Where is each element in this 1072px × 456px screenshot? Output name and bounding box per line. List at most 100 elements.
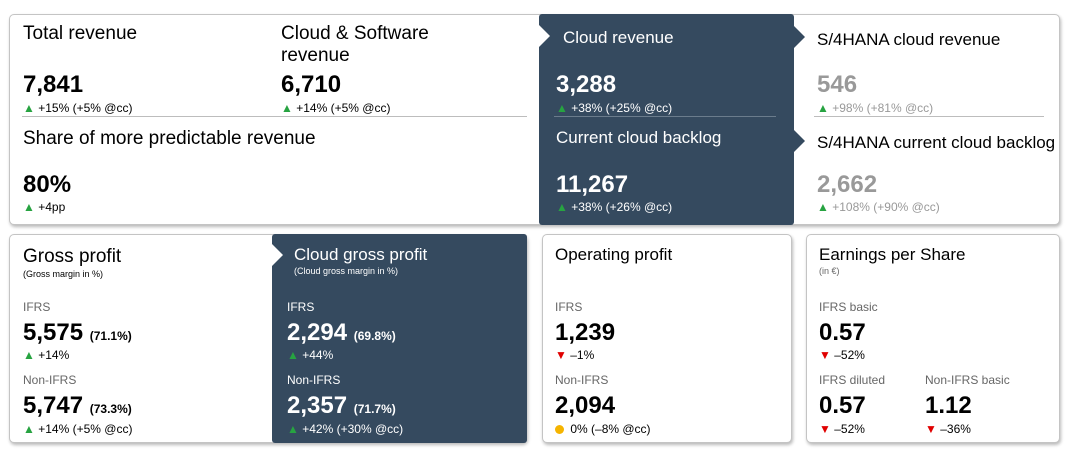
- up-arrow-icon: ▲: [556, 200, 568, 214]
- gross-profit-subtitle: (Gross margin in %): [23, 269, 104, 279]
- eps-ifrs-basic-label: IFRS basic: [819, 300, 878, 314]
- cloud-gross-profit-nonifrs-margin: (71.7%): [353, 402, 396, 416]
- eps-nonifrs-basic-delta: ▼ –36%: [925, 422, 971, 436]
- cloud-gross-profit-ifrs-margin: (69.8%): [353, 329, 396, 343]
- operating-profit-card: [542, 234, 792, 443]
- gross-profit-nonifrs-label: Non-IFRS: [23, 373, 77, 387]
- up-arrow-icon: ▲: [817, 200, 829, 214]
- gross-profit-title: Gross profit: [23, 246, 122, 267]
- eps-ifrs-diluted-delta: ▼ –52%: [819, 422, 865, 436]
- revenue-card: [9, 14, 1060, 225]
- s4hana-cloud-revenue-value: 546: [817, 71, 858, 98]
- eps-ifrs-diluted-delta-text: –52%: [834, 422, 865, 436]
- share-predictable-value: 80%: [23, 171, 72, 198]
- up-arrow-icon: ▲: [23, 348, 35, 362]
- up-arrow-icon: ▲: [23, 422, 35, 436]
- gross-profit-nonifrs-margin: (73.3%): [89, 402, 132, 416]
- gross-profit-nonifrs-delta-text: +14% (+5% @cc): [38, 422, 133, 436]
- operating-profit-ifrs-label: IFRS: [555, 300, 583, 314]
- gross-profit-nonifrs-delta: ▲ +14% (+5% @cc): [23, 422, 132, 436]
- gross-profit-nonifrs-number: 5,747: [23, 392, 84, 419]
- cloud-gross-profit-nonifrs-value: 2,357 (71.7%): [287, 393, 396, 422]
- operating-profit-nonifrs-delta-text: 0% (–8% @cc): [570, 422, 651, 436]
- eps-nonifrs-basic-delta-text: –36%: [940, 422, 971, 436]
- cloud-software-revenue-value: 6,710: [281, 71, 342, 98]
- cloud-software-title-line1: Cloud & Software: [281, 23, 429, 44]
- s4hana-cloud-revenue-title: S/4HANA cloud revenue: [817, 30, 1001, 49]
- eps-ifrs-basic-delta: ▼ –52%: [819, 348, 865, 362]
- s4hana-backlog-title: S/4HANA current cloud backlog: [817, 133, 1056, 152]
- operating-profit-nonifrs-value: 2,094: [555, 392, 616, 419]
- down-arrow-icon: ▼: [819, 422, 831, 436]
- current-cloud-backlog-delta: ▲ +38% (+26% @cc): [556, 200, 672, 214]
- cloud-revenue-panel: [539, 14, 794, 225]
- share-predictable-delta-text: +4pp: [38, 200, 66, 214]
- cloud-gross-profit-ifrs-value: 2,294 (69.8%): [287, 320, 396, 349]
- cloud-gross-profit-nonifrs-number: 2,357: [287, 392, 348, 419]
- cloud-gross-profit-nonifrs-label: Non-IFRS: [287, 373, 341, 387]
- s4hana-cloud-revenue-delta: ▲ +98% (+81% @cc): [817, 101, 933, 115]
- cloud-gross-profit-notch: [272, 244, 283, 266]
- eps-card: [806, 234, 1060, 443]
- cloud-revenue-title: Cloud revenue: [563, 28, 674, 47]
- cloud-software-revenue-title: Cloud & Software revenue: [281, 23, 429, 67]
- current-cloud-backlog-delta-text: +38% (+26% @cc): [571, 200, 673, 214]
- gross-profit-ifrs-delta: ▲ +14%: [23, 348, 69, 362]
- cloud-gross-profit-title: Cloud gross profit: [294, 245, 428, 264]
- cloud-software-title-line2: revenue: [281, 45, 350, 66]
- neutral-dot-icon: [555, 425, 564, 434]
- eps-nonifrs-basic-label: Non-IFRS basic: [925, 373, 1010, 387]
- total-revenue-delta: ▲ +15% (+5% @cc): [23, 101, 132, 115]
- operating-profit-ifrs-delta-text: –1%: [570, 348, 595, 362]
- s4hana-backlog-delta-text: +108% (+90% @cc): [832, 200, 940, 214]
- cloud-software-delta-text: +14% (+5% @cc): [296, 101, 391, 115]
- s4hana-separator: [814, 116, 1044, 117]
- cloud-revenue-value: 3,288: [556, 71, 617, 98]
- eps-ifrs-basic-value: 0.57: [819, 319, 866, 346]
- gross-profit-ifrs-margin: (71.1%): [89, 329, 132, 343]
- revenue-separator: [22, 116, 527, 117]
- down-arrow-icon: ▼: [555, 348, 567, 362]
- up-arrow-icon: ▲: [287, 348, 299, 362]
- operating-profit-ifrs-delta: ▼ –1%: [555, 348, 594, 362]
- gross-profit-ifrs-number: 5,575: [23, 319, 84, 346]
- gross-profit-ifrs-label: IFRS: [23, 300, 51, 314]
- cloud-gross-profit-nonifrs-delta: ▲ +42% (+30% @cc): [287, 422, 403, 436]
- s4hana-backlog-notch: [794, 130, 805, 152]
- operating-profit-ifrs-value: 1,239: [555, 319, 616, 346]
- total-revenue-delta-text: +15% (+5% @cc): [38, 101, 133, 115]
- cloud-revenue-notch: [539, 25, 550, 47]
- cloud-gross-profit-subtitle: (Cloud gross margin in %): [294, 266, 399, 276]
- cloud-gross-profit-ifrs-delta-text: +44%: [302, 348, 334, 362]
- cloud-software-revenue-delta: ▲ +14% (+5% @cc): [281, 101, 390, 115]
- up-arrow-icon: ▲: [281, 101, 293, 115]
- total-revenue-title: Total revenue: [23, 23, 138, 44]
- eps-ifrs-diluted-label: IFRS diluted: [819, 373, 886, 387]
- current-cloud-backlog-value: 11,267: [556, 171, 629, 198]
- eps-ifrs-basic-delta-text: –52%: [834, 348, 865, 362]
- up-arrow-icon: ▲: [556, 101, 568, 115]
- s4hana-revenue-notch: [794, 26, 805, 48]
- cloud-separator: [554, 116, 776, 117]
- up-arrow-icon: ▲: [23, 200, 35, 214]
- cloud-revenue-delta: ▲ +38% (+25% @cc): [556, 101, 672, 115]
- eps-title: Earnings per Share: [819, 245, 966, 264]
- s4hana-backlog-value: 2,662: [817, 171, 878, 198]
- gross-profit-nonifrs-value: 5,747 (73.3%): [23, 393, 132, 422]
- up-arrow-icon: ▲: [23, 101, 35, 115]
- gross-profit-ifrs-delta-text: +14%: [38, 348, 70, 362]
- eps-subtitle: (in €): [819, 266, 840, 276]
- eps-ifrs-diluted-value: 0.57: [819, 392, 866, 419]
- cloud-revenue-delta-text: +38% (+25% @cc): [571, 101, 673, 115]
- up-arrow-icon: ▲: [287, 422, 299, 436]
- cloud-gross-profit-panel: [272, 234, 527, 443]
- cloud-gross-profit-nonifrs-delta-text: +42% (+30% @cc): [302, 422, 404, 436]
- cloud-gross-profit-ifrs-delta: ▲ +44%: [287, 348, 333, 362]
- down-arrow-icon: ▼: [925, 422, 937, 436]
- operating-profit-nonifrs-label: Non-IFRS: [555, 373, 609, 387]
- gross-profit-ifrs-value: 5,575 (71.1%): [23, 320, 132, 349]
- s4hana-cloud-revenue-delta-text: +98% (+81% @cc): [832, 101, 934, 115]
- s4hana-backlog-delta: ▲ +108% (+90% @cc): [817, 200, 940, 214]
- share-predictable-title: Share of more predictable revenue: [23, 128, 316, 149]
- eps-nonifrs-basic-value: 1.12: [925, 392, 972, 419]
